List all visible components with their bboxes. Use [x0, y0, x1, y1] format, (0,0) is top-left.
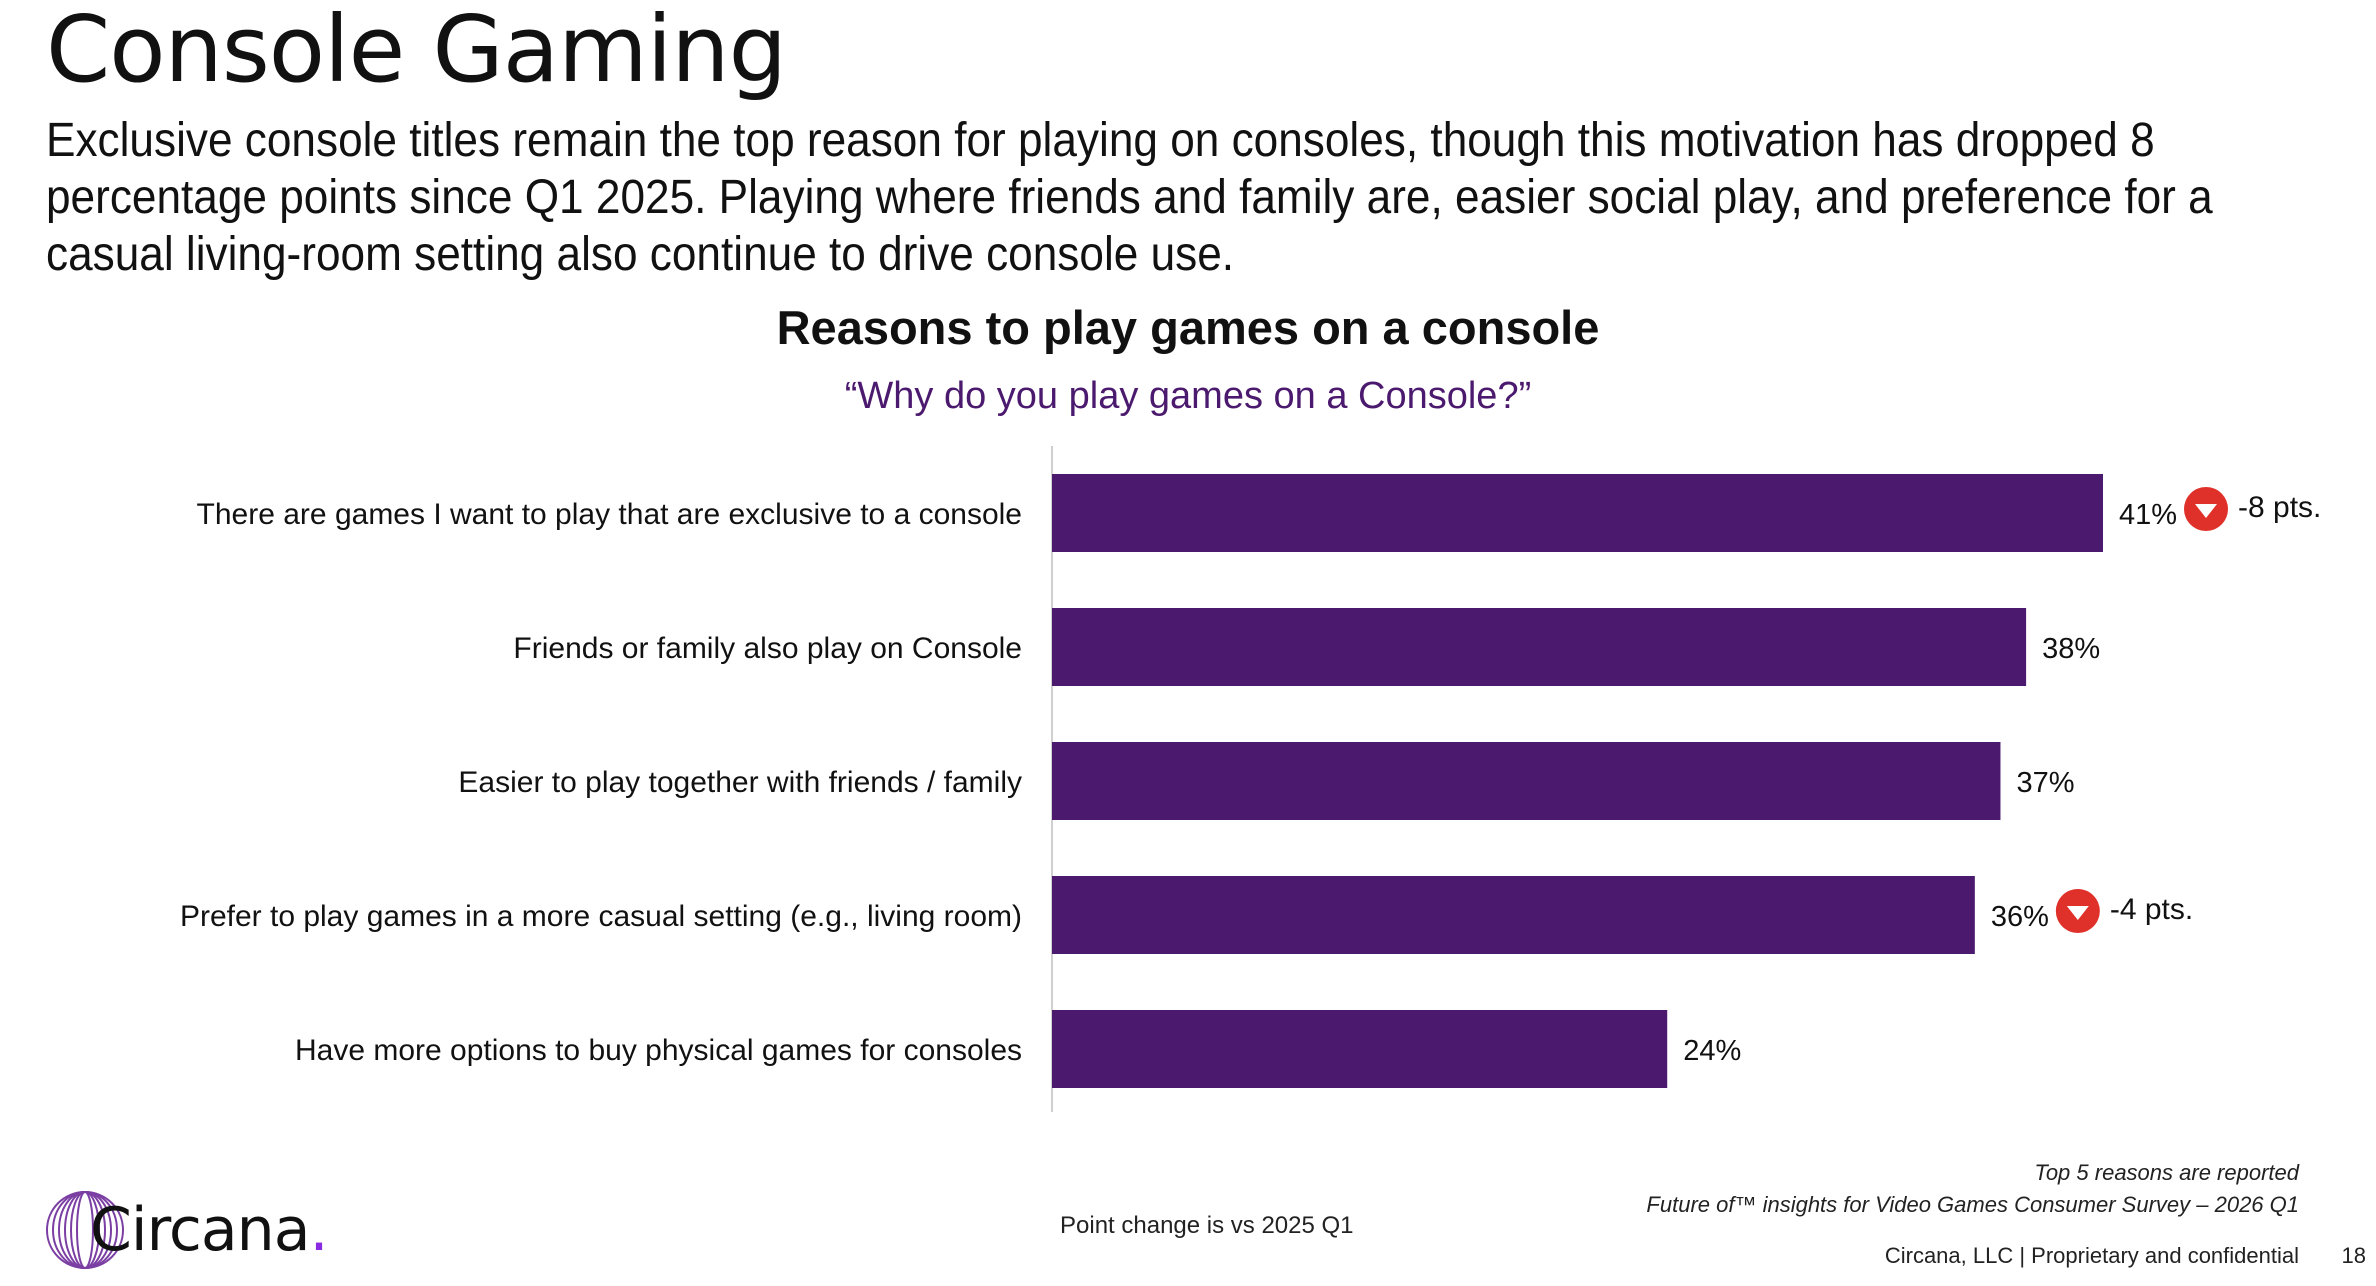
- category-label-5: Have more options to buy physical games …: [295, 1034, 1022, 1067]
- down-arrow-glyph-icon: [2066, 906, 2089, 920]
- point-change-note: Point change is vs 2025 Q1: [1060, 1212, 1354, 1239]
- circana-logo-mark: [46, 1191, 124, 1269]
- change-label-2: -4 pts.: [2110, 893, 2193, 926]
- bar-4: [1052, 876, 1975, 954]
- page-number: 18: [2341, 1243, 2366, 1268]
- confidential-label: Circana, LLC | Proprietary and confident…: [1884, 1243, 2299, 1268]
- page-title: Console Gaming: [46, 0, 787, 103]
- value-label-3: 37%: [2016, 767, 2074, 799]
- value-label-2: 38%: [2042, 633, 2100, 665]
- category-label-4: Prefer to play games in a more casual se…: [180, 900, 1022, 933]
- value-label-1: 41%: [2119, 499, 2177, 531]
- circana-logo: Circana.: [40, 1185, 329, 1275]
- bar-1: [1052, 474, 2103, 552]
- chart-question: “Why do you play games on a Console?”: [844, 375, 1532, 417]
- chart-title: Reasons to play games on a console: [776, 301, 1600, 354]
- page-subtitle: Exclusive console titles remain the top …: [46, 114, 2213, 281]
- circana-logo-text: Circana.: [90, 1195, 329, 1265]
- value-label-4: 36%: [1991, 901, 2049, 933]
- category-label-3: Easier to play together with friends / f…: [458, 766, 1022, 799]
- value-label-5: 24%: [1683, 1035, 1741, 1067]
- down-arrow-glyph-icon: [2195, 504, 2217, 518]
- category-label-2: Friends or family also play on Console: [513, 632, 1022, 665]
- change-label-1: -8 pts.: [2238, 491, 2321, 524]
- category-label-1: There are games I want to play that are …: [197, 498, 1022, 531]
- bar-5: [1052, 1010, 1668, 1088]
- bar-3: [1052, 742, 2001, 820]
- source-note: Future of™ insights for Video Games Cons…: [1646, 1192, 2299, 1217]
- bar-2: [1052, 608, 2027, 686]
- top-reasons-note: Top 5 reasons are reported: [2034, 1160, 2299, 1185]
